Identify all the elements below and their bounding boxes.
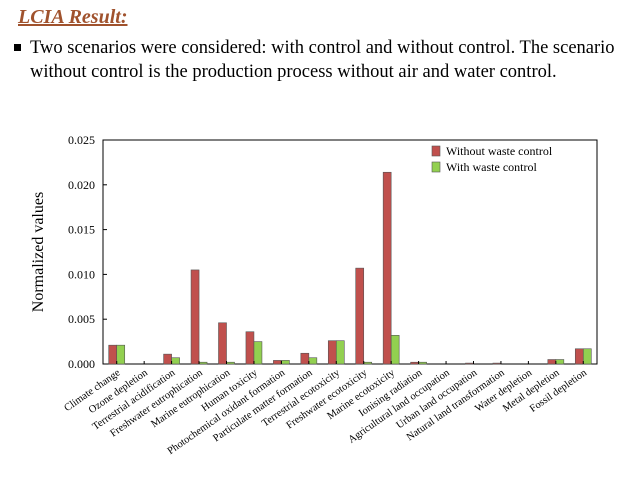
plot-frame — [102, 139, 598, 365]
legend-entry: Without waste control — [446, 144, 553, 158]
bar-without-control — [108, 344, 118, 365]
bar-without-control — [190, 269, 200, 365]
bar-with-control — [363, 361, 373, 365]
y-tick-label: 0.000 — [68, 357, 95, 371]
bullet-text: Two scenarios were considered: with cont… — [30, 38, 615, 82]
legend-entry: With waste control — [446, 160, 537, 174]
bar-without-control — [273, 360, 282, 365]
y-tick-label: 0.010 — [68, 267, 95, 281]
bar-without-control — [574, 348, 584, 365]
bar-without-control — [465, 362, 474, 365]
legend-swatch — [431, 161, 441, 173]
y-tick-label: 0.020 — [68, 178, 95, 192]
bar-with-control — [555, 359, 565, 365]
bar-with-control — [226, 361, 235, 365]
bar-with-control — [335, 340, 345, 365]
y-axis-label: Normalized values — [30, 192, 47, 312]
bar-without-control — [382, 171, 392, 365]
bar-with-control — [198, 361, 208, 365]
bar-without-control — [300, 352, 310, 365]
bar-with-control — [253, 341, 263, 365]
bar-with-control — [390, 335, 400, 365]
bar-with-control — [418, 361, 427, 365]
bar-with-control — [116, 344, 126, 365]
bar-with-control — [281, 360, 290, 365]
bar-without-control — [547, 359, 557, 365]
legend-swatch — [431, 145, 441, 157]
y-tick-label: 0.025 — [68, 133, 95, 147]
bar-without-control — [410, 361, 419, 365]
slide-title: LCIA Result: — [18, 6, 128, 28]
bar-without-control — [245, 331, 255, 365]
bar-without-control — [327, 340, 337, 365]
y-tick-label: 0.015 — [68, 223, 95, 237]
bar-with-control — [171, 357, 180, 365]
bar-without-control — [355, 267, 365, 365]
bullet-point: Two scenarios were considered: with cont… — [14, 36, 624, 84]
bar-with-control — [582, 348, 592, 365]
bar-with-control — [308, 357, 318, 365]
y-tick-label: 0.005 — [68, 312, 95, 326]
bullet-square-icon — [14, 44, 21, 51]
bar-without-control — [492, 362, 502, 365]
bar-without-control — [218, 322, 227, 365]
bar-without-control — [163, 353, 172, 365]
